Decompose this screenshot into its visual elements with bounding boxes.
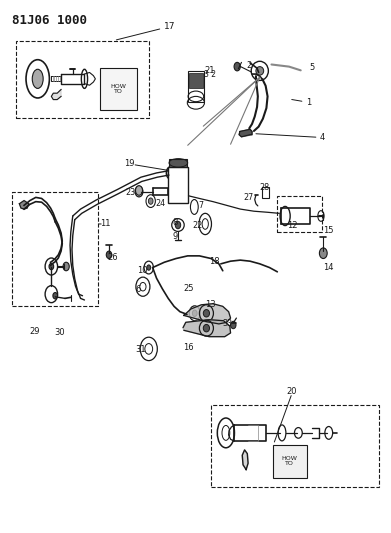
Text: 81J06 1000: 81J06 1000: [13, 14, 87, 27]
Polygon shape: [51, 90, 61, 100]
Text: 25: 25: [183, 284, 194, 293]
Bar: [16, 41, 149, 118]
Text: 28: 28: [260, 183, 270, 192]
Text: 27: 27: [244, 193, 254, 202]
Ellipse shape: [234, 62, 240, 71]
Polygon shape: [239, 130, 252, 137]
Text: 10: 10: [137, 266, 147, 274]
Bar: [211, 405, 378, 487]
Ellipse shape: [136, 185, 142, 195]
Ellipse shape: [319, 248, 327, 259]
Text: 15: 15: [323, 227, 333, 236]
Text: 3 2: 3 2: [204, 70, 216, 78]
Bar: [168, 166, 188, 203]
Text: HOW
TO: HOW TO: [110, 84, 126, 94]
Ellipse shape: [49, 263, 54, 270]
Ellipse shape: [32, 69, 43, 88]
Text: 1: 1: [306, 98, 311, 107]
Polygon shape: [242, 450, 248, 470]
Text: 14: 14: [323, 263, 333, 272]
Text: 17: 17: [164, 22, 176, 31]
Text: HOW
TO: HOW TO: [282, 456, 298, 466]
Text: 29: 29: [30, 327, 40, 336]
Ellipse shape: [203, 325, 210, 332]
Bar: [13, 192, 98, 306]
Text: 26: 26: [108, 254, 118, 262]
Ellipse shape: [175, 221, 181, 229]
Polygon shape: [183, 320, 231, 337]
Text: 22: 22: [192, 221, 203, 230]
Text: 13: 13: [205, 300, 215, 309]
Bar: [273, 445, 307, 478]
Text: 6: 6: [136, 285, 141, 294]
Bar: [169, 159, 187, 166]
Ellipse shape: [192, 310, 197, 317]
Text: 20: 20: [287, 387, 298, 396]
Text: 7: 7: [199, 201, 204, 211]
Text: 23: 23: [125, 188, 135, 197]
Bar: [100, 68, 137, 110]
Text: 8: 8: [172, 219, 178, 228]
Ellipse shape: [166, 166, 176, 179]
Text: 21: 21: [204, 67, 215, 75]
Ellipse shape: [256, 67, 264, 75]
Polygon shape: [184, 304, 231, 324]
Text: 4: 4: [320, 133, 325, 142]
Text: 30: 30: [54, 328, 65, 337]
Text: 19: 19: [124, 159, 135, 168]
Ellipse shape: [148, 198, 153, 204]
Ellipse shape: [231, 321, 236, 329]
Bar: [262, 187, 269, 198]
Text: 31: 31: [135, 345, 145, 354]
Ellipse shape: [203, 310, 210, 317]
Ellipse shape: [147, 265, 151, 270]
Text: 5: 5: [309, 63, 314, 72]
Ellipse shape: [138, 189, 141, 193]
Bar: [277, 196, 322, 232]
Text: 9: 9: [172, 232, 178, 241]
Text: 24: 24: [155, 199, 165, 208]
Text: 2: 2: [247, 61, 252, 70]
Polygon shape: [20, 200, 29, 209]
Text: 18: 18: [209, 257, 220, 265]
Text: 16: 16: [183, 343, 194, 352]
Ellipse shape: [106, 251, 112, 259]
Bar: [189, 73, 203, 88]
Text: 33: 33: [223, 319, 233, 328]
Text: 11: 11: [100, 220, 110, 229]
Bar: [188, 71, 204, 102]
Text: 12: 12: [287, 221, 298, 230]
Ellipse shape: [63, 262, 69, 271]
Ellipse shape: [53, 293, 57, 299]
